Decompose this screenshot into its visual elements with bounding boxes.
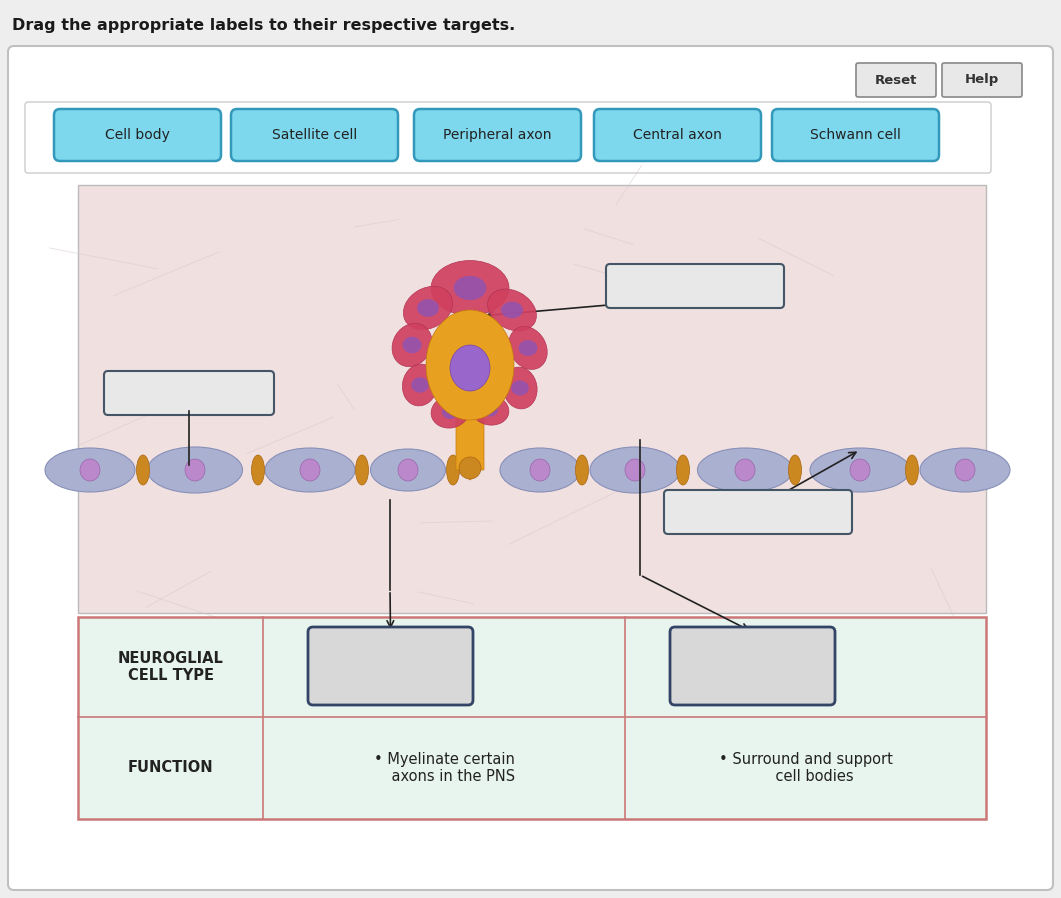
Ellipse shape — [500, 448, 580, 492]
Text: Satellite cell: Satellite cell — [272, 128, 358, 142]
FancyBboxPatch shape — [664, 490, 852, 534]
Text: Drag the appropriate labels to their respective targets.: Drag the appropriate labels to their res… — [12, 18, 516, 33]
FancyBboxPatch shape — [308, 627, 473, 705]
Ellipse shape — [454, 276, 486, 300]
Ellipse shape — [459, 457, 481, 479]
FancyArrow shape — [456, 415, 484, 480]
Ellipse shape — [920, 448, 1010, 492]
Ellipse shape — [185, 459, 205, 481]
Ellipse shape — [519, 340, 538, 356]
Bar — [79, 617, 986, 819]
Ellipse shape — [530, 459, 550, 481]
Ellipse shape — [265, 448, 355, 492]
Ellipse shape — [137, 455, 150, 485]
FancyBboxPatch shape — [231, 109, 398, 161]
Ellipse shape — [80, 459, 100, 481]
Ellipse shape — [431, 260, 509, 315]
Ellipse shape — [625, 459, 645, 481]
Ellipse shape — [575, 455, 589, 485]
FancyBboxPatch shape — [669, 627, 835, 705]
FancyBboxPatch shape — [54, 109, 221, 161]
FancyBboxPatch shape — [856, 63, 936, 97]
FancyBboxPatch shape — [942, 63, 1022, 97]
Ellipse shape — [850, 459, 870, 481]
Bar — [79, 185, 986, 613]
Ellipse shape — [442, 405, 458, 419]
Ellipse shape — [355, 455, 368, 485]
FancyBboxPatch shape — [594, 109, 761, 161]
Ellipse shape — [590, 447, 680, 493]
Ellipse shape — [412, 377, 429, 392]
Ellipse shape — [488, 289, 537, 331]
FancyBboxPatch shape — [772, 109, 939, 161]
Text: • Surround and support
    cell bodies: • Surround and support cell bodies — [718, 752, 892, 784]
FancyBboxPatch shape — [8, 46, 1053, 890]
Ellipse shape — [398, 459, 418, 481]
Text: Help: Help — [964, 74, 999, 86]
Ellipse shape — [300, 459, 320, 481]
Ellipse shape — [370, 449, 446, 491]
Ellipse shape — [450, 345, 490, 391]
Text: FUNCTION: FUNCTION — [127, 761, 213, 776]
FancyBboxPatch shape — [606, 264, 784, 308]
Text: Reset: Reset — [875, 74, 917, 86]
Ellipse shape — [403, 286, 453, 330]
Ellipse shape — [427, 310, 514, 420]
Ellipse shape — [697, 448, 793, 492]
Ellipse shape — [955, 459, 975, 481]
Ellipse shape — [503, 367, 537, 409]
FancyBboxPatch shape — [414, 109, 581, 161]
FancyBboxPatch shape — [104, 371, 274, 415]
Ellipse shape — [905, 455, 919, 485]
Ellipse shape — [511, 381, 528, 395]
Ellipse shape — [471, 395, 509, 425]
Ellipse shape — [431, 396, 469, 428]
FancyBboxPatch shape — [25, 102, 991, 173]
Ellipse shape — [447, 455, 459, 485]
Text: • Myelinate certain
    axons in the PNS: • Myelinate certain axons in the PNS — [372, 752, 515, 784]
Ellipse shape — [810, 448, 910, 492]
Ellipse shape — [509, 327, 547, 369]
Ellipse shape — [482, 403, 498, 417]
Text: Peripheral axon: Peripheral axon — [443, 128, 552, 142]
Ellipse shape — [735, 459, 755, 481]
Text: NEUROGLIAL
CELL TYPE: NEUROGLIAL CELL TYPE — [118, 651, 224, 683]
Ellipse shape — [45, 448, 135, 492]
Ellipse shape — [393, 323, 432, 366]
Text: Schwann cell: Schwann cell — [810, 128, 901, 142]
Ellipse shape — [677, 455, 690, 485]
Ellipse shape — [251, 455, 264, 485]
Ellipse shape — [147, 447, 243, 493]
Ellipse shape — [501, 302, 523, 319]
Ellipse shape — [402, 364, 437, 406]
Ellipse shape — [788, 455, 801, 485]
Text: Central axon: Central axon — [633, 128, 721, 142]
Ellipse shape — [417, 299, 439, 317]
Ellipse shape — [402, 337, 421, 353]
Text: Cell body: Cell body — [105, 128, 170, 142]
